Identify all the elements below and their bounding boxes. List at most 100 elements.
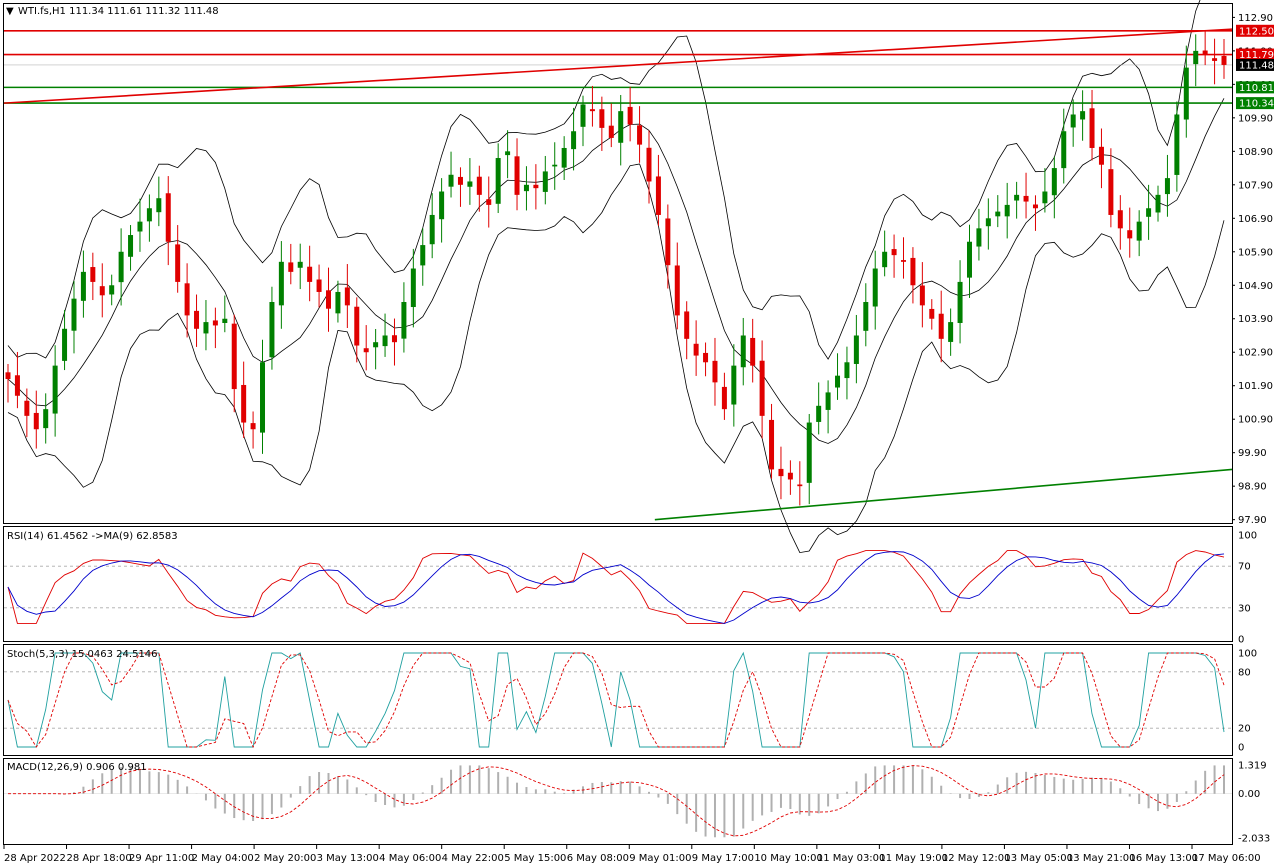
candle[interactable] [1221, 38, 1227, 79]
candle[interactable] [919, 262, 925, 328]
candle[interactable] [1089, 89, 1095, 161]
candle[interactable] [966, 224, 972, 298]
candle[interactable] [825, 380, 831, 434]
candle[interactable] [80, 250, 86, 318]
candle[interactable] [1051, 156, 1057, 219]
candle[interactable] [118, 228, 124, 306]
candle[interactable] [618, 94, 624, 166]
candle[interactable] [99, 263, 105, 318]
candle[interactable] [439, 178, 445, 243]
candle[interactable] [712, 337, 718, 406]
candle[interactable] [250, 411, 256, 449]
candle[interactable] [278, 241, 284, 329]
candle[interactable] [542, 155, 548, 205]
candle[interactable] [806, 413, 812, 505]
candle[interactable] [844, 346, 850, 400]
candle[interactable] [1164, 154, 1170, 217]
candle[interactable] [1061, 108, 1067, 184]
candle[interactable] [1202, 30, 1208, 66]
candle[interactable] [14, 351, 20, 409]
candle[interactable] [835, 353, 841, 400]
candle[interactable] [486, 176, 492, 228]
candle[interactable] [212, 307, 218, 349]
candle[interactable] [1193, 34, 1199, 87]
candle[interactable] [721, 372, 727, 420]
candle[interactable] [401, 282, 407, 353]
candle[interactable] [90, 252, 96, 301]
candle[interactable] [599, 96, 605, 151]
candle[interactable] [589, 85, 595, 127]
candle[interactable] [787, 460, 793, 495]
candle[interactable] [797, 461, 803, 506]
candle[interactable] [307, 245, 313, 302]
candle[interactable] [325, 267, 331, 332]
price-tag[interactable]: 111.79 [1236, 48, 1274, 62]
price-tag[interactable]: 110.81 [1236, 81, 1274, 94]
candle[interactable] [1146, 184, 1152, 240]
candle[interactable] [1136, 210, 1142, 257]
candle[interactable] [665, 204, 671, 289]
candle[interactable] [882, 230, 888, 277]
candle[interactable] [146, 194, 152, 242]
candle[interactable] [1014, 181, 1020, 219]
candle[interactable] [184, 263, 190, 338]
candle[interactable] [391, 318, 397, 366]
candle[interactable] [175, 225, 181, 293]
candle[interactable] [203, 300, 209, 351]
candle[interactable] [363, 325, 369, 371]
candle[interactable] [448, 151, 454, 198]
candle[interactable] [165, 176, 171, 266]
candle[interactable] [863, 283, 869, 347]
candle[interactable] [580, 95, 586, 147]
candle[interactable] [816, 382, 822, 435]
candle[interactable] [1004, 182, 1010, 239]
candle[interactable] [901, 237, 907, 279]
rsi-panel[interactable] [3, 526, 1233, 642]
candle[interactable] [231, 314, 237, 413]
candle[interactable] [344, 264, 350, 329]
candle[interactable] [457, 167, 463, 207]
candle[interactable] [872, 250, 878, 330]
candle[interactable] [1183, 45, 1189, 138]
candle[interactable] [938, 290, 944, 363]
candle[interactable] [495, 143, 501, 214]
trendline[interactable] [654, 468, 1233, 521]
candle[interactable] [24, 388, 30, 438]
candle[interactable] [429, 193, 435, 259]
candle[interactable] [43, 393, 49, 444]
candle[interactable] [674, 242, 680, 330]
candle[interactable] [128, 225, 134, 271]
candle[interactable] [269, 286, 275, 370]
stoch-panel[interactable] [3, 644, 1233, 756]
candle[interactable] [957, 260, 963, 344]
price-tag[interactable]: 112.50 [1236, 24, 1274, 38]
candle[interactable] [684, 301, 690, 360]
candle[interactable] [1117, 195, 1123, 250]
candle[interactable] [523, 166, 529, 211]
candle[interactable] [910, 247, 916, 304]
candle[interactable] [137, 198, 143, 252]
candle[interactable] [948, 308, 954, 356]
candle[interactable] [571, 107, 577, 171]
candle[interactable] [33, 390, 39, 449]
candle[interactable] [354, 297, 360, 363]
candle[interactable] [1127, 207, 1133, 258]
candle[interactable] [288, 243, 294, 285]
candle[interactable] [476, 165, 482, 212]
candle[interactable] [891, 234, 897, 278]
macd-panel[interactable] [3, 758, 1233, 845]
candle[interactable] [1080, 90, 1086, 141]
candle[interactable] [1155, 185, 1161, 222]
candle[interactable] [976, 208, 982, 261]
candle[interactable] [52, 345, 58, 437]
candle[interactable] [1098, 128, 1104, 189]
candle[interactable] [655, 154, 661, 226]
price-tag[interactable]: 111.48 [1236, 58, 1274, 72]
candle[interactable] [637, 106, 643, 163]
candle[interactable] [750, 318, 756, 383]
candle[interactable] [222, 295, 228, 333]
candle[interactable] [608, 103, 614, 148]
candle[interactable] [194, 294, 200, 347]
candle[interactable] [731, 344, 737, 427]
